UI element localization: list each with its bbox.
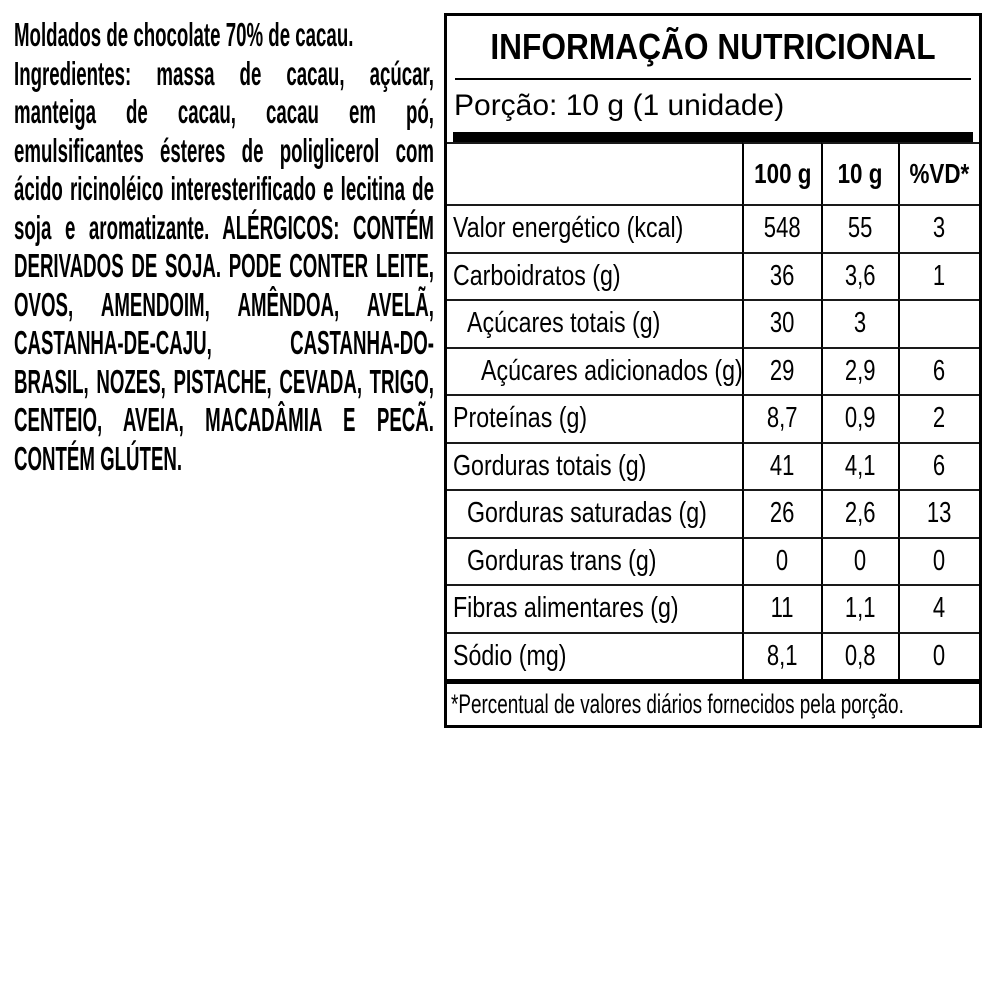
row-label: Sódio (mg) [447,631,742,680]
row-value-vd: 1 [898,251,979,299]
header-label-cell [447,142,742,204]
serving-size: Porção: 10 g (1 unidade) [454,89,785,122]
row-value-vd: 4 [898,584,979,632]
row-value-10g: 3 [821,299,898,347]
row-value-100g: 36 [742,251,821,299]
row-label: Carboidratos (g) [447,251,742,300]
row-value-10g: 3,6 [821,251,898,299]
row-value-100g: 548 [742,204,821,252]
header-100g: 100 g [742,142,821,204]
row-label: Açúcares adicionados (g) [447,346,742,395]
header-10g: 10 g [821,142,898,204]
row-value-10g: 2,9 [821,346,898,394]
header-vd-text: %VD* [909,158,970,189]
row-value-vd: 2 [898,394,979,442]
row-value-vd: 6 [898,346,979,394]
thick-divider-top [453,132,973,142]
product-intro: Moldados de chocolate 70% de cacau. [14,16,354,53]
row-label: Açúcares totais (g) [447,299,742,347]
row-value-vd: 13 [898,489,979,537]
row-value-100g: 41 [742,441,821,489]
row-value-vd: 0 [898,536,979,584]
row-value-100g: 0 [742,536,821,584]
nutrition-table: INFORMAÇÃO NUTRICIONAL Porção: 10 g (1 u… [444,13,982,728]
row-label: Gorduras trans (g) [447,536,742,585]
row-value-vd [898,299,979,347]
row-value-10g: 2,6 [821,489,898,537]
row-value-vd: 0 [898,631,979,679]
row-value-100g: 26 [742,489,821,537]
thick-divider-bottom [447,679,979,684]
row-label: Gorduras saturadas (g) [447,489,742,537]
header-100g-text: 100 g [753,158,812,189]
row-value-100g: 11 [742,584,821,632]
row-value-vd: 3 [898,204,979,252]
header-vd: %VD* [898,142,979,204]
row-value-vd: 6 [898,441,979,489]
row-value-10g: 4,1 [821,441,898,489]
row-value-10g: 55 [821,204,898,252]
header-10g-text: 10 g [838,158,883,189]
ingredients-paragraph: Ingredientes: massa de cacau, açúcar, ma… [14,55,434,479]
row-label: Gorduras totais (g) [447,441,742,490]
ingredients-text: massa de cacau, açúcar, manteiga de caca… [14,54,434,246]
table-title: INFORMAÇÃO NUTRICIONAL [447,16,979,78]
row-label: Valor energético (kcal) [447,204,742,252]
product-description: Moldados de chocolate 70% de cacau. Ingr… [14,16,434,478]
row-value-10g: 1,1 [821,584,898,632]
footnote: *Percentual de valores diários fornecido… [447,684,979,725]
row-value-10g: 0 [821,536,898,584]
nutrient-grid: 100 g 10 g %VD* Valor energético (kcal) … [447,142,979,679]
row-value-100g: 29 [742,346,821,394]
footnote-text: *Percentual de valores diários fornecido… [451,689,904,719]
row-value-10g: 0,9 [821,394,898,442]
row-label: Proteínas (g) [447,394,742,442]
row-value-10g: 0,8 [821,631,898,679]
allergen-statement: ALÉRGICOS: CONTÉM DERIVADOS DE SOJA. POD… [14,208,434,477]
title-divider [455,78,971,80]
row-value-100g: 8,7 [742,394,821,442]
ingredients-label: Ingredientes: [14,54,132,92]
table-title-text: INFORMAÇÃO NUTRICIONAL [490,26,936,67]
row-value-100g: 8,1 [742,631,821,679]
row-value-100g: 30 [742,299,821,347]
row-label: Fibras alimentares (g) [447,584,742,632]
